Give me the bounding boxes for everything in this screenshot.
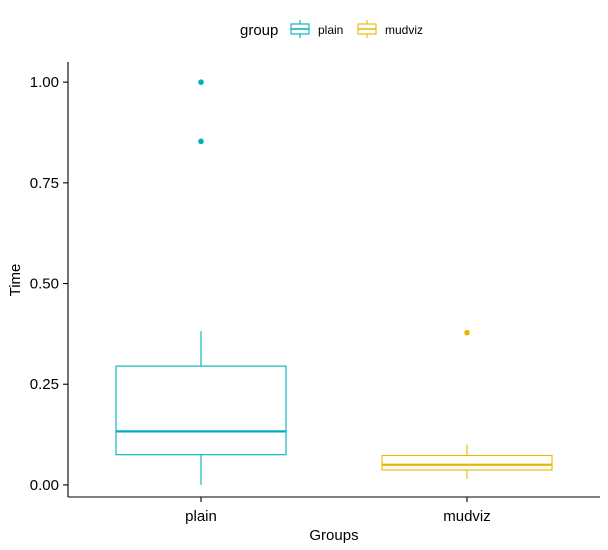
box-mudviz: [381, 329, 553, 479]
boxes: [115, 79, 553, 485]
legend-item-label: mudviz: [385, 23, 423, 37]
box-iqr: [381, 454, 553, 471]
outlier-point: [198, 138, 204, 145]
legend-title: group: [240, 22, 278, 39]
outlier-point: [198, 79, 204, 85]
x-ticks: plain mudviz: [185, 497, 491, 525]
legend-item-plain: plain: [290, 20, 343, 38]
x-axis-label: Groups: [309, 527, 358, 544]
legend-item-mudviz: mudviz: [357, 20, 423, 38]
y-tick-label: 0.50: [30, 276, 59, 293]
legend-item-label: plain: [318, 23, 343, 37]
y-tick-label: 1.00: [30, 74, 59, 91]
box-plain: [115, 79, 287, 485]
y-tick-label: 0.75: [30, 175, 59, 192]
box-iqr: [115, 365, 287, 456]
outlier-point: [464, 329, 470, 336]
legend: group plain mudviz: [240, 20, 423, 39]
x-tick-label: mudviz: [443, 508, 491, 525]
y-tick-label: 0.00: [30, 477, 59, 494]
y-axis-label: Time: [7, 264, 24, 297]
y-ticks: 0.00 0.25 0.50 0.75 1.00: [30, 74, 68, 494]
x-tick-label: plain: [185, 508, 217, 525]
y-tick-label: 0.25: [30, 376, 59, 393]
